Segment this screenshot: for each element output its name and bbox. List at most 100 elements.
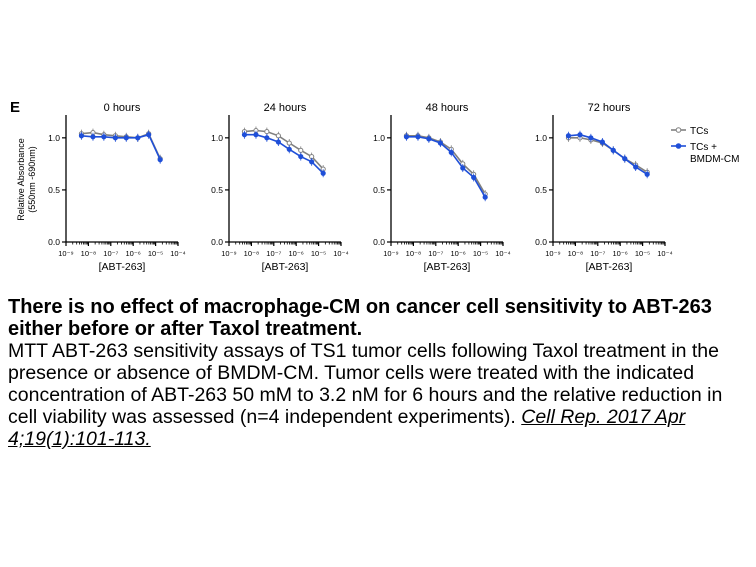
x-axis-label: [ABT-263] (99, 261, 146, 273)
data-point (112, 135, 118, 141)
data-point (135, 135, 141, 141)
data-point (471, 174, 477, 181)
data-point (298, 147, 304, 153)
x-tick-label: 10⁻⁹ (58, 249, 74, 258)
data-point (101, 134, 107, 140)
x-axis-label: [ABT-263] (262, 261, 309, 273)
data-point (460, 165, 466, 171)
data-point (90, 134, 96, 140)
data-point (275, 133, 281, 139)
data-point (610, 147, 616, 153)
caption-body: MTT ABT-263 sensitivity assays of TS1 tu… (8, 340, 753, 450)
chart-1: 0 hours 0.0 0.5 1.0 10⁻⁹ 10⁻⁸ 10⁻⁷ 10⁻⁶ 10⁻⁵ 10⁻⁴… (16, 102, 186, 273)
x-tick-label: 10⁻⁵ (473, 249, 488, 258)
data-point (588, 135, 594, 141)
chart-3: 48 hours 0.0 0.5 1.0 10⁻⁹ 10⁻⁸ 10⁻⁷ 10⁻⁶ 10⁻⁵ 10⁻… (373, 102, 511, 273)
legend-label: TCs + (690, 142, 717, 153)
data-point (415, 134, 421, 140)
x-tick-label: 10⁻⁷ (590, 249, 605, 258)
data-point (622, 156, 628, 162)
x-tick-label: 10⁻⁶ (126, 249, 141, 258)
data-point (448, 149, 454, 156)
y-tick-label: 0.0 (535, 237, 547, 247)
citation-link[interactable]: Cell Rep. 2017 Apr 4;19(1):101-113. (8, 406, 686, 450)
data-point (599, 139, 605, 145)
data-point (437, 140, 443, 146)
y-axis-label: Relative Absorbance(550nm -690nm) (16, 138, 37, 221)
x-tick-label: 10⁻⁵ (635, 249, 650, 258)
y-tick-label: 0.0 (48, 237, 60, 247)
data-point (286, 146, 292, 152)
x-tick-label: 10⁻⁸ (568, 249, 583, 258)
x-tick-label: 10⁻⁹ (383, 249, 399, 258)
data-point (403, 134, 410, 140)
chart-title: 48 hours (426, 102, 469, 114)
x-tick-label: 10⁻⁴ (657, 249, 673, 258)
legend-entry: TCs +BMDM-CM (671, 142, 739, 165)
x-tick-label: 10⁻⁷ (103, 249, 118, 258)
series-tcs-bmdm-cm (241, 130, 326, 178)
data-point (633, 164, 639, 170)
data-point (577, 132, 583, 138)
chart-legend: TCs TCs +BMDM-CM (671, 126, 739, 165)
x-tick-label: 10⁻⁹ (221, 249, 237, 258)
x-tick-label: 10⁻⁶ (289, 249, 304, 258)
series-tcs (565, 133, 650, 177)
data-point (644, 171, 650, 177)
x-tick-label: 10⁻⁴ (333, 249, 349, 258)
chart-2: 24 hours 0.0 0.5 1.0 10⁻⁹ 10⁻⁸ 10⁻⁷ 10⁻⁶ 10⁻⁵ 10⁻… (211, 102, 349, 273)
data-point (426, 136, 432, 142)
y-tick-label: 1.0 (373, 133, 385, 143)
y-tick-label: 0.5 (373, 185, 385, 195)
data-point (298, 153, 304, 160)
chart-title: 72 hours (588, 102, 631, 114)
y-tick-label: 0.5 (211, 185, 223, 195)
x-tick-label: 10⁻⁵ (311, 249, 326, 258)
x-tick-label: 10⁻⁵ (148, 249, 163, 258)
x-tick-label: 10⁻⁸ (81, 249, 96, 258)
data-point (241, 132, 248, 138)
legend-marker (675, 127, 682, 133)
data-point (264, 128, 270, 135)
panel-label: E (10, 99, 20, 116)
legend-marker (675, 143, 682, 149)
data-point (157, 157, 163, 163)
y-tick-label: 0.0 (373, 237, 385, 247)
x-tick-label: 10⁻⁹ (545, 249, 561, 258)
x-tick-label: 10⁻⁸ (406, 249, 421, 258)
data-point (286, 140, 292, 146)
x-axis-label: [ABT-263] (586, 261, 633, 273)
x-tick-label: 10⁻⁴ (170, 249, 186, 258)
data-point (123, 135, 129, 141)
y-tick-label: 1.0 (211, 133, 223, 143)
data-point (320, 170, 326, 176)
data-point (275, 139, 281, 145)
data-point (309, 159, 315, 165)
legend-label: BMDM-CM (690, 154, 739, 165)
chart-4: 72 hours 0.0 0.5 1.0 10⁻⁹ 10⁻⁸ 10⁻⁷ 10⁻⁶ 10⁻⁵ 10⁻… (535, 102, 673, 273)
x-tick-label: 10⁻⁷ (428, 249, 443, 258)
series-line (406, 135, 486, 195)
figure-panel-e: E 0 hours 0.0 0.5 1.0 10⁻⁹ 10⁻⁸ 10⁻⁷ 10⁻⁶ 10⁻⁵ 10… (10, 99, 739, 273)
series-tcs-bmdm-cm (565, 130, 650, 179)
caption-text: MTT ABT-263 sensitivity assays of TS1 tu… (8, 340, 723, 428)
x-tick-label: 10⁻⁶ (613, 249, 628, 258)
data-point (146, 132, 152, 138)
data-point (565, 133, 572, 139)
data-point (264, 135, 270, 141)
series-tcs-bmdm-cm (403, 132, 488, 202)
y-tick-label: 0.5 (48, 185, 60, 195)
x-tick-label: 10⁻⁴ (495, 249, 511, 258)
y-tick-label: 0.0 (211, 237, 223, 247)
y-tick-label: 1.0 (535, 133, 547, 143)
x-axis-label: [ABT-263] (424, 261, 471, 273)
x-tick-label: 10⁻⁸ (244, 249, 259, 258)
x-tick-label: 10⁻⁷ (266, 249, 281, 258)
legend-entry: TCs (671, 126, 708, 137)
chart-title: 24 hours (264, 102, 307, 114)
data-point (78, 133, 85, 139)
series-tcs (403, 131, 488, 199)
y-tick-label: 1.0 (48, 133, 60, 143)
y-tick-label: 0.5 (535, 185, 547, 195)
figure-caption: There is no effect of macrophage-CM on c… (8, 296, 753, 450)
